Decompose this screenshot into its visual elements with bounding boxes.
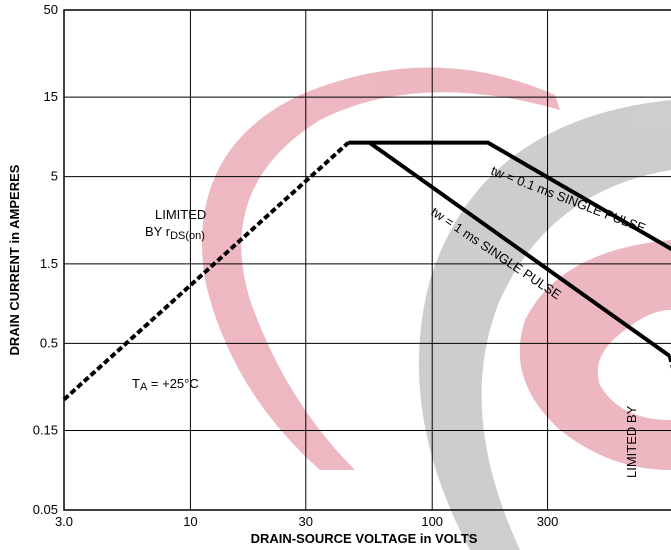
series-group (62, 140, 671, 401)
limited-rds-label-line2: BY rDS(on) (145, 224, 205, 242)
x-tick-labels: 3.0 10 30 100 300 (55, 514, 558, 529)
y-tick-label: 50 (44, 2, 58, 17)
grid-lines (64, 10, 671, 510)
y-tick-labels: 0.05 0.15 0.5 1.5 5 15 50 (33, 2, 58, 517)
limited-rds-label-line1: LIMITED (155, 207, 206, 222)
x-axis-label: DRAIN-SOURCE VOLTAGE in VOLTS (251, 531, 478, 546)
ambient-temp-prefix: T (132, 376, 140, 391)
limited-rds-subscript: DS(on) (170, 230, 205, 242)
y-tick-label: 5 (51, 169, 58, 184)
x-tick-label: 30 (299, 514, 313, 529)
limited-rds-label-prefix: BY r (145, 224, 171, 239)
x-tick-label: 10 (183, 514, 197, 529)
ambient-temp-value: = +25°C (147, 376, 198, 391)
x-tick-label: 300 (537, 514, 559, 529)
y-tick-label: 1.5 (40, 256, 58, 271)
ambient-temp-label: TA = +25°C (132, 376, 199, 393)
ambient-temp-subscript: A (140, 381, 148, 393)
series-line-1 (348, 140, 671, 252)
plot-frame (63, 9, 671, 511)
x-tick-label: 3.0 (55, 514, 73, 529)
watermark-logo (202, 67, 671, 550)
y-tick-label: 0.5 (40, 335, 58, 350)
y-axis-label: DRAIN CURRENT in AMPERES (7, 164, 22, 355)
x-tick-label: 100 (421, 514, 443, 529)
limited-by-right-label: LIMITED BY (624, 405, 639, 478)
watermark-pink-right (519, 240, 671, 470)
y-tick-label: 15 (44, 89, 58, 104)
series-line-0 (62, 141, 350, 401)
y-tick-label: 0.15 (33, 422, 58, 437)
y-tick-label: 0.05 (33, 502, 58, 517)
series-line-2 (368, 140, 671, 358)
watermark-gray-arc (418, 100, 671, 550)
